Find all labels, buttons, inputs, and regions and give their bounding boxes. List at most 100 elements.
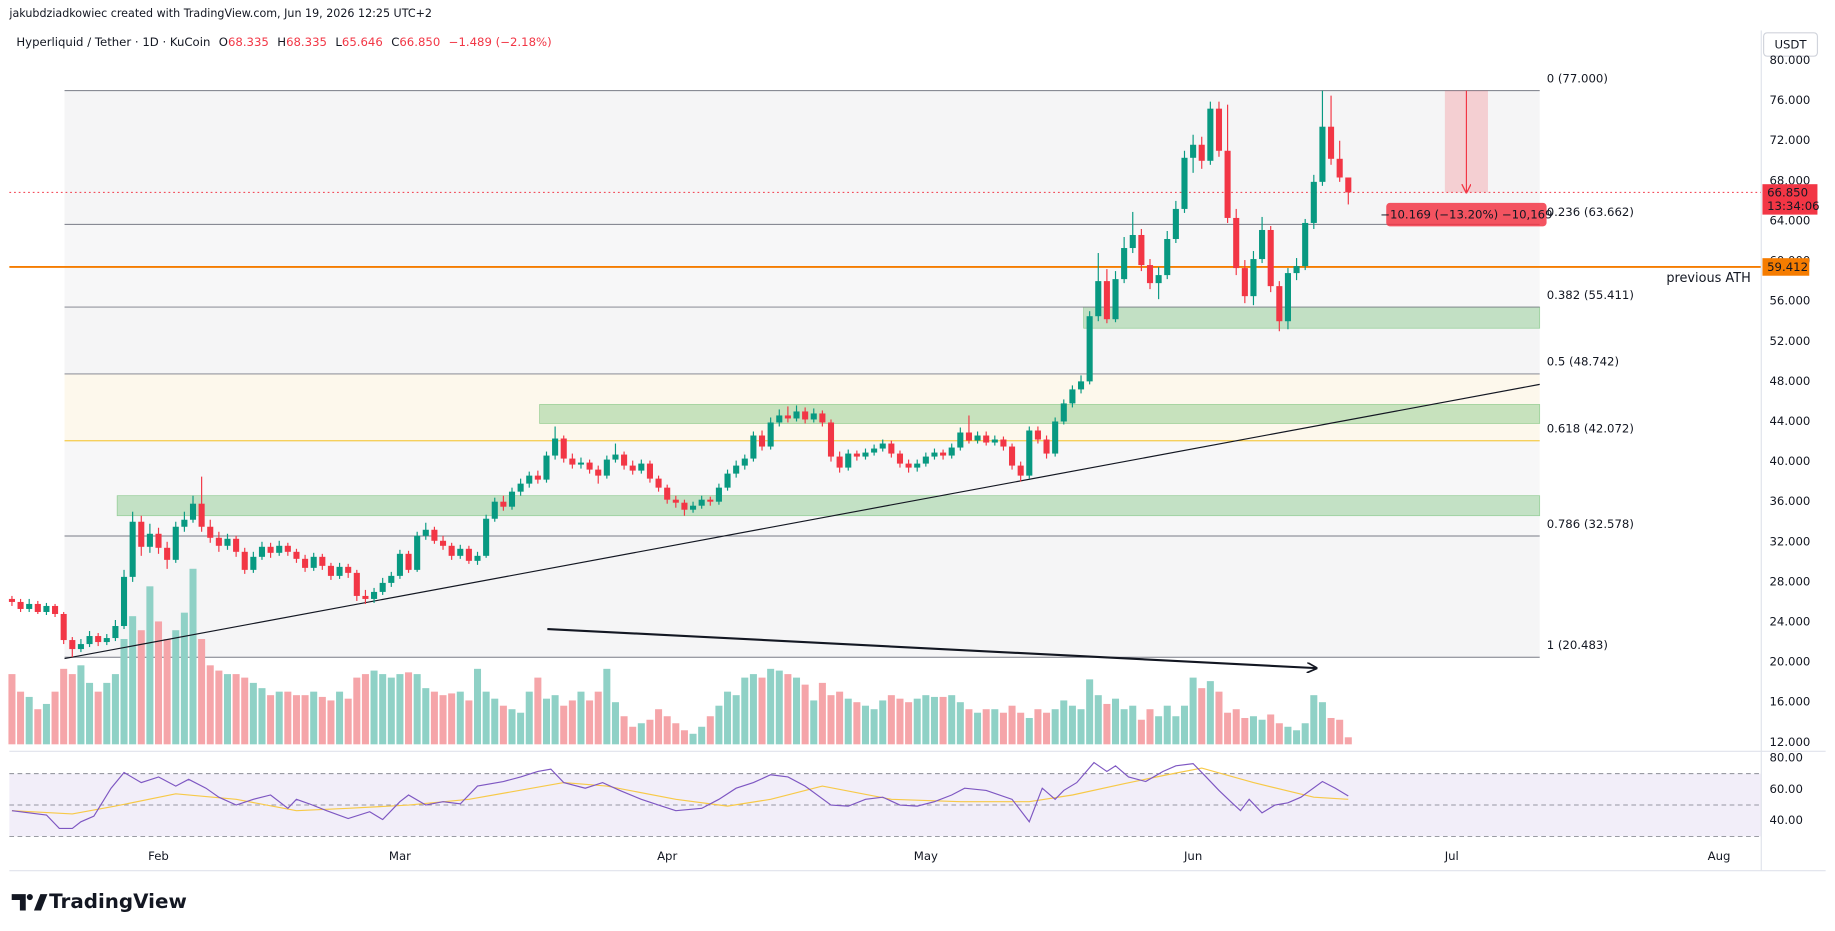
x-tick-label: Apr <box>657 849 677 863</box>
candle-body <box>534 475 541 480</box>
volume-bar <box>655 709 663 745</box>
candle-body <box>690 505 697 510</box>
volume-bar <box>1043 712 1051 745</box>
rsi-tick-label: 60.00 <box>1769 782 1802 796</box>
volume-bar <box>1172 716 1180 745</box>
candle-body <box>258 546 266 557</box>
candle-body <box>1198 144 1205 161</box>
volume-bar <box>525 691 533 745</box>
candle-body <box>388 575 395 583</box>
candle-body <box>1146 265 1154 284</box>
volume-bar <box>34 709 42 745</box>
candle-body <box>621 454 628 466</box>
fib-label: 1 (20.483) <box>1547 638 1608 652</box>
volume-bar <box>223 674 231 745</box>
change: −1.489 (−2.18%) <box>449 35 552 49</box>
candle-body <box>491 501 498 519</box>
volume-bar <box>1017 712 1025 745</box>
volume-bar <box>930 696 938 745</box>
volume-bar <box>396 674 404 745</box>
volume-bar <box>905 702 913 745</box>
volume-bar <box>611 702 619 745</box>
candle-body <box>698 499 705 506</box>
volume-bar <box>508 709 516 745</box>
volume-bar <box>42 703 50 745</box>
candle-body <box>750 435 757 459</box>
axis-layer: USDT 80.000 76.000 72.000 68.000 64.000 60.00… <box>9 30 1826 872</box>
ohlc-value: 68.335 <box>286 35 327 49</box>
currency[interactable]: USDT <box>1774 38 1807 52</box>
candle-body <box>353 572 360 596</box>
candle-body <box>1284 273 1291 322</box>
volume-bar <box>534 677 542 745</box>
candle-body <box>758 435 766 447</box>
candle-body <box>1241 268 1248 297</box>
y-tick-label: 32.000 <box>1769 534 1810 548</box>
candle-body <box>1069 389 1076 404</box>
candle-body <box>362 595 369 599</box>
volume-bar <box>1137 719 1145 745</box>
volume-bar <box>586 700 594 745</box>
volume-bar <box>542 698 550 745</box>
volume-bar <box>706 716 714 745</box>
volume-bar <box>94 691 102 745</box>
volume-bar <box>198 638 206 745</box>
candle-body <box>448 545 455 556</box>
volume-bar <box>1155 716 1163 745</box>
volume-bar <box>879 700 887 745</box>
candle-body <box>991 439 998 443</box>
x-tick-label: Jun <box>1183 849 1202 863</box>
volume-bar <box>1163 705 1171 745</box>
volume-bar <box>948 695 956 745</box>
volume-bar <box>1275 723 1283 745</box>
candle-body <box>862 452 869 457</box>
volume-bar <box>637 723 645 745</box>
volume-bar <box>517 712 525 745</box>
volume-bar <box>60 668 68 745</box>
candle-body <box>629 465 636 471</box>
countdown: 13:34:06 <box>1767 199 1820 213</box>
y-tick-label: 76.000 <box>1769 93 1810 107</box>
candle-body <box>646 463 653 479</box>
volume-bar <box>1060 700 1068 745</box>
logo-mark <box>33 894 48 911</box>
volume-bar <box>482 691 490 745</box>
candle-body <box>957 432 964 448</box>
logo[interactable]: TradingView <box>11 890 187 913</box>
candle-body <box>1155 275 1162 284</box>
currency-box[interactable] <box>1763 32 1819 57</box>
mid-layer <box>8 90 1762 745</box>
volume-bar <box>793 677 801 745</box>
volume-bar <box>836 691 844 745</box>
volume-bar <box>741 677 749 745</box>
volume-bar <box>456 691 464 745</box>
volume-bar <box>17 691 25 745</box>
candle-body <box>198 503 205 527</box>
volume-bar <box>853 702 861 745</box>
volume-bar <box>137 630 145 745</box>
volume-bar <box>560 705 568 745</box>
candle-body <box>474 555 481 561</box>
candle-body <box>827 422 835 457</box>
candle-body <box>1138 234 1145 266</box>
volume-bar <box>129 616 137 745</box>
support-zone <box>539 404 1541 424</box>
candle-body <box>552 438 559 456</box>
volume-bar <box>232 674 240 745</box>
y-tick-label: 72.000 <box>1769 133 1810 147</box>
volume-bar <box>646 719 654 745</box>
candle-body <box>1181 157 1188 209</box>
candle-body <box>603 459 610 476</box>
candle-body <box>103 638 110 643</box>
volume-bar <box>103 682 111 745</box>
rsi-tick-label: 40.00 <box>1769 813 1802 827</box>
volume-bar <box>327 700 335 745</box>
candle-body <box>914 463 921 468</box>
volume-bar <box>689 733 697 745</box>
volume-bar <box>749 674 757 745</box>
y-tick-label: 48.000 <box>1769 374 1810 388</box>
fib-label: 0.786 (32.578) <box>1547 517 1634 531</box>
volume-bar <box>465 700 473 745</box>
volume-bar <box>1025 717 1033 745</box>
